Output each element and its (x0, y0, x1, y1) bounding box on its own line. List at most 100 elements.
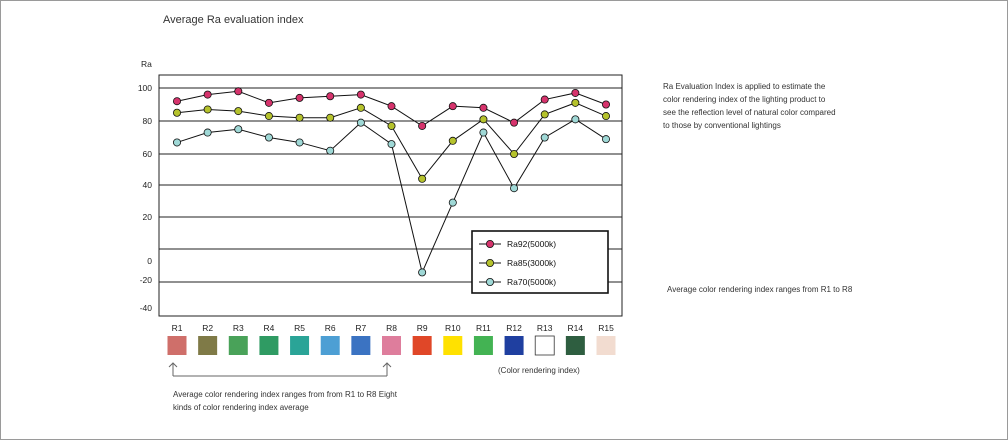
data-point (448, 102, 457, 111)
data-point (234, 107, 243, 116)
data-point (326, 146, 335, 155)
data-point (571, 115, 580, 124)
data-point (540, 133, 549, 142)
legend-label: Ra85(3000k) (507, 258, 556, 268)
x-axis-label: (Color rendering index) (498, 366, 580, 375)
data-point (602, 100, 611, 109)
data-point (356, 103, 365, 112)
color-swatch (167, 336, 187, 355)
y-tick-label: 60 (143, 149, 153, 159)
x-tick-label: R5 (294, 323, 305, 333)
data-point (295, 93, 304, 102)
note-line: Ra Evaluation Index is applied to estima… (663, 82, 826, 91)
color-swatch (290, 336, 310, 355)
note-line: see the reflection level of natural colo… (663, 108, 836, 117)
data-point (418, 121, 427, 130)
data-point (295, 138, 304, 147)
data-point (172, 108, 181, 117)
data-point (448, 198, 457, 207)
data-point (479, 128, 488, 137)
x-tick-label: R14 (568, 323, 584, 333)
data-point (264, 133, 273, 142)
data-point (510, 118, 519, 127)
x-tick-label: R8 (386, 323, 397, 333)
color-swatch (565, 336, 585, 355)
data-point (540, 95, 549, 104)
bracket-arrow (168, 362, 392, 377)
x-tick-label: R2 (202, 323, 213, 333)
legend-marker (485, 277, 494, 286)
x-tick-label: R13 (537, 323, 553, 333)
color-swatch (443, 336, 463, 355)
y-tick-labels: 100 80 60 40 20 0 -20 -40 (138, 83, 152, 313)
data-point (356, 90, 365, 99)
data-point (172, 138, 181, 147)
color-swatch (473, 336, 493, 355)
x-tick-label: R10 (445, 323, 461, 333)
y-tick-label: 0 (147, 256, 152, 266)
x-tick-label: R11 (476, 323, 491, 333)
data-point (203, 105, 212, 114)
data-point (418, 268, 427, 277)
data-point (602, 135, 611, 144)
data-point (418, 174, 427, 183)
data-point (203, 128, 212, 137)
data-point (326, 92, 335, 101)
color-swatch (504, 336, 524, 355)
legend-label: Ra92(5000k) (507, 239, 556, 249)
note-line: kinds of color rendering index average (173, 403, 309, 412)
data-point (387, 140, 396, 149)
x-tick-label: R15 (598, 323, 614, 333)
y-axis-label: Ra (141, 59, 152, 69)
data-point (571, 98, 580, 107)
x-tick-labels: R1 R2 R3 R4 R5 R6 R7 R8 R9 R10 R11 R12 R13 R14 R15 (172, 323, 615, 333)
note-line: color rendering index of the lighting pr… (663, 95, 826, 104)
x-tick-label: R1 (172, 323, 183, 333)
color-swatch (412, 336, 432, 355)
legend-marker (485, 258, 494, 267)
color-swatch (198, 336, 218, 355)
note-line: to those by conventional lightings (663, 121, 781, 130)
color-swatch (382, 336, 401, 355)
bottom-left-note: Average color rendering index ranges fro… (173, 390, 398, 412)
x-tick-label: R7 (355, 323, 366, 333)
color-swatch (596, 336, 616, 355)
data-point (234, 125, 243, 134)
grid-lines (159, 87, 622, 283)
data-point (264, 112, 273, 121)
legend-marker (485, 239, 494, 248)
right-top-note: Ra Evaluation Index is applied to estima… (663, 82, 836, 130)
y-tick-label: 100 (138, 83, 152, 93)
color-swatch (534, 335, 555, 356)
note-line: Average color rendering index ranges fro… (173, 390, 398, 399)
data-point (602, 112, 611, 121)
color-swatch (259, 336, 279, 355)
data-point (540, 110, 549, 119)
color-swatch (351, 336, 371, 355)
data-point (172, 97, 181, 106)
data-point (510, 184, 519, 193)
data-point (264, 98, 273, 107)
color-swatches (167, 335, 616, 356)
x-tick-label: R3 (233, 323, 244, 333)
legend: Ra92(5000k) Ra85(3000k) Ra70(5000k) (471, 230, 609, 294)
color-swatch (228, 336, 248, 355)
data-point (295, 113, 304, 122)
chart-title: Average Ra evaluation index (163, 14, 304, 26)
y-tick-label: 80 (143, 116, 153, 126)
y-tick-label: -20 (140, 275, 153, 285)
data-point (571, 88, 580, 97)
legend-label: Ra70(5000k) (507, 277, 556, 287)
color-swatch (320, 336, 340, 355)
data-point (387, 102, 396, 111)
data-point (479, 103, 488, 112)
data-point (387, 121, 396, 130)
x-tick-label: R9 (417, 323, 428, 333)
y-tick-label: 20 (143, 212, 153, 222)
x-tick-label: R4 (263, 323, 274, 333)
data-point (356, 118, 365, 127)
legend-box (471, 230, 609, 294)
x-tick-label: R6 (325, 323, 336, 333)
